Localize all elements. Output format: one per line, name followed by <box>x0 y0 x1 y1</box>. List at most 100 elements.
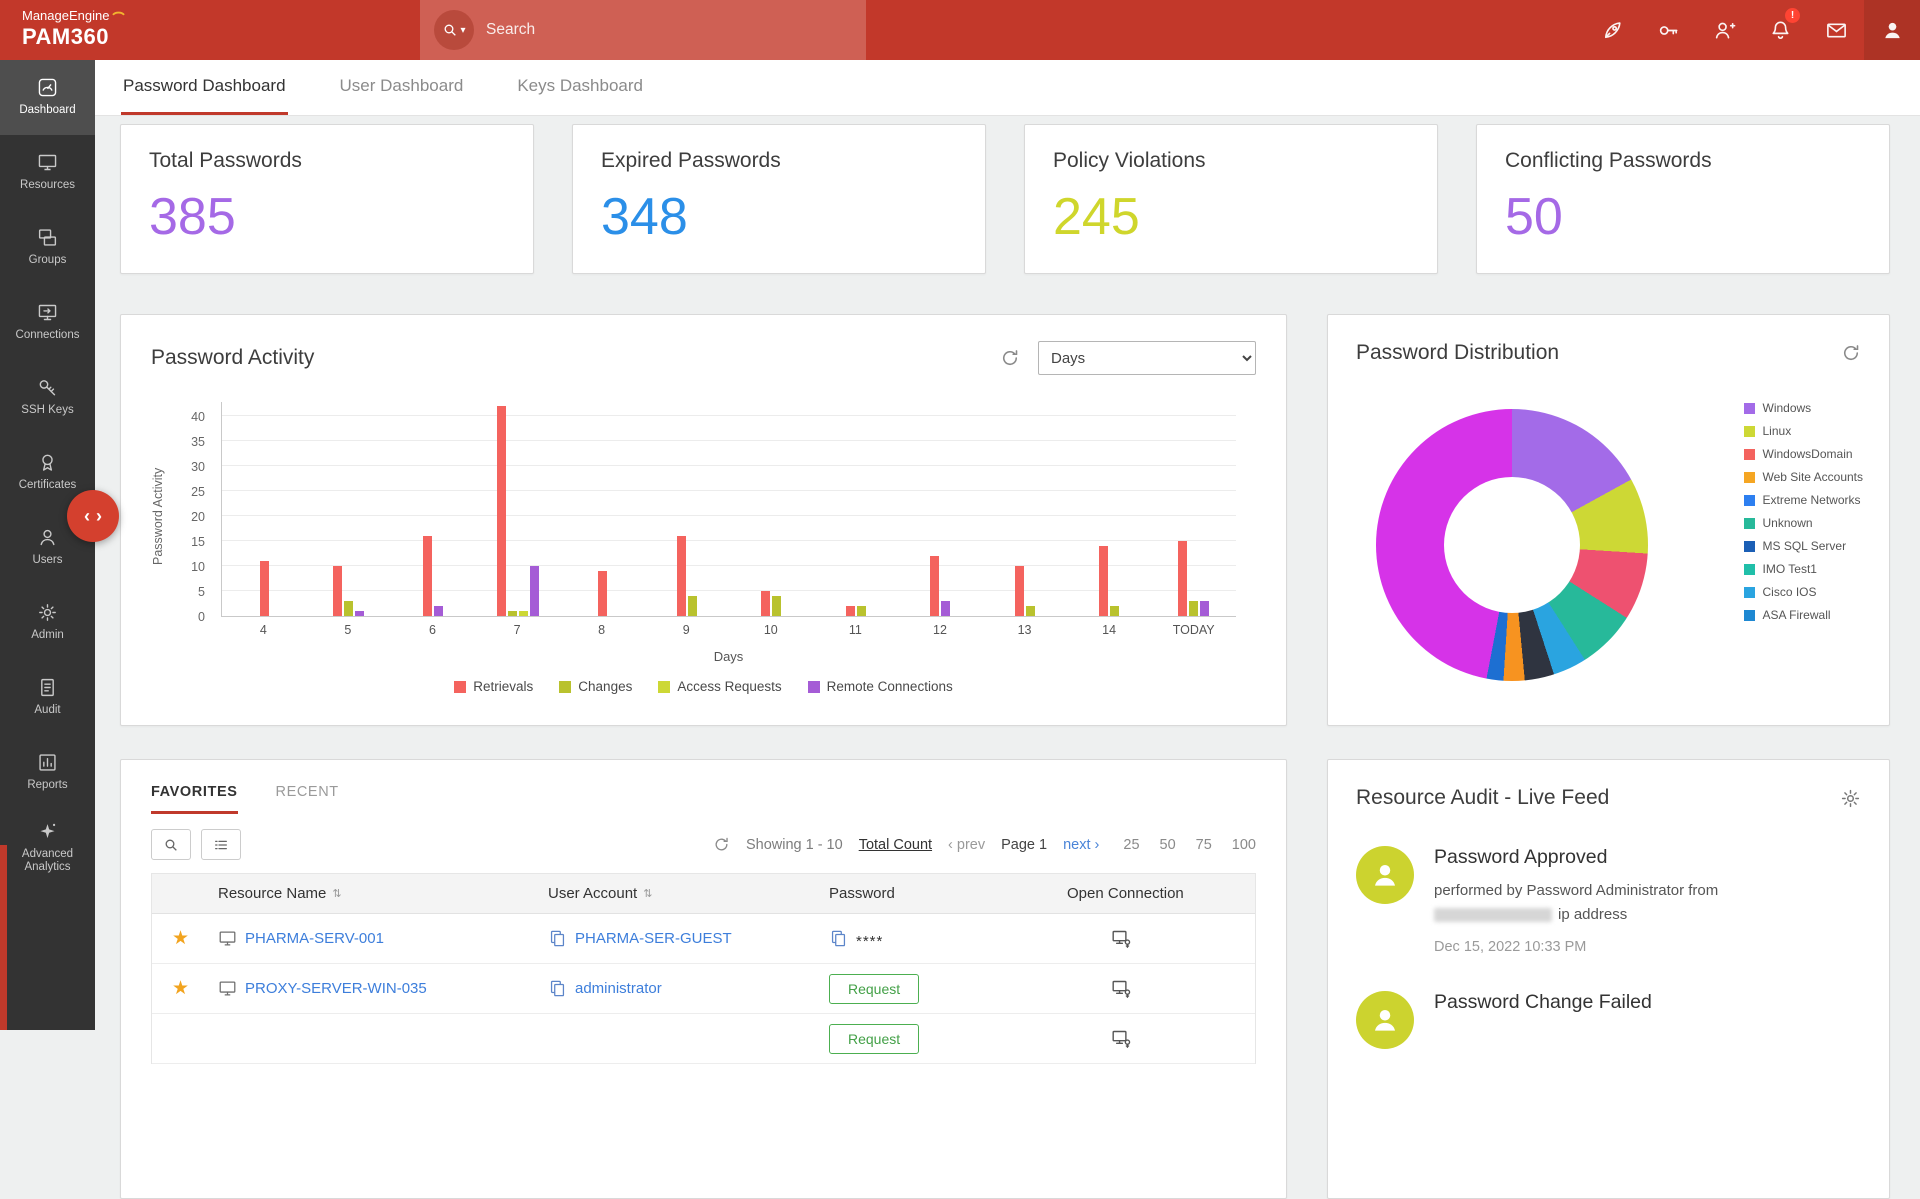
page-size-100[interactable]: 100 <box>1232 837 1256 853</box>
interval-select[interactable]: Days <box>1038 341 1256 375</box>
account-link[interactable]: PHARMA-SER-GUEST <box>575 930 732 947</box>
sidebar-item-dashboard[interactable]: Dashboard <box>0 60 95 135</box>
stat-value: 348 <box>601 187 957 247</box>
bar-group <box>560 571 645 616</box>
request-password-button[interactable]: Request <box>829 974 919 1004</box>
sidebar-item-groups[interactable]: Groups <box>0 210 95 285</box>
bar-group <box>1067 546 1152 616</box>
favorite-star-icon[interactable]: ★ <box>172 927 189 950</box>
resource-link[interactable]: PROXY-SERVER-WIN-035 <box>245 980 427 997</box>
stat-card-policy-violations[interactable]: Policy Violations 245 <box>1024 124 1438 274</box>
bar-group <box>645 536 730 616</box>
sidebar-item-admin[interactable]: Admin <box>0 585 95 660</box>
bar-group <box>476 406 561 616</box>
next-page-button[interactable]: next › <box>1063 837 1099 853</box>
page-size-25[interactable]: 25 <box>1123 837 1139 853</box>
refresh-icon[interactable] <box>1000 348 1020 368</box>
users-icon <box>37 527 58 548</box>
sort-icon[interactable]: ⇅ <box>643 887 652 900</box>
stat-card-conflicting-passwords[interactable]: Conflicting Passwords 50 <box>1476 124 1890 274</box>
tab-user-dashboard[interactable]: User Dashboard <box>338 60 466 115</box>
tab-recent[interactable]: RECENT <box>276 784 339 814</box>
stat-card-total-passwords[interactable]: Total Passwords 385 <box>120 124 534 274</box>
bar-retrievals <box>598 571 607 616</box>
legend-label: Remote Connections <box>827 679 953 694</box>
tab-keys-dashboard[interactable]: Keys Dashboard <box>515 60 645 115</box>
star-cell: ★ <box>152 977 208 1000</box>
bar-retrievals <box>677 536 686 616</box>
total-count-link[interactable]: Total Count <box>859 837 932 853</box>
open-connection-icon[interactable] <box>1111 928 1132 949</box>
column-header-resource-name[interactable]: Resource Name⇅ <box>208 885 538 902</box>
sidebar-item-resources[interactable]: Resources <box>0 135 95 210</box>
password-access-button[interactable] <box>1640 0 1696 60</box>
y-axis-tick: 40 <box>191 410 205 424</box>
request-password-button[interactable]: Request <box>829 1024 919 1054</box>
tab-favorites[interactable]: FAVORITES <box>151 784 238 814</box>
open-connection-icon[interactable] <box>1111 1028 1132 1049</box>
favorite-star-icon[interactable]: ★ <box>172 977 189 1000</box>
column-header-user-account[interactable]: User Account⇅ <box>538 885 819 902</box>
account-menu-button[interactable] <box>1864 0 1920 60</box>
prev-page-button[interactable]: ‹ prev <box>948 837 985 853</box>
bar-groups <box>222 402 1236 616</box>
legend-item: Changes <box>559 679 632 694</box>
showing-text: Showing 1 - 10 <box>746 837 843 853</box>
search-icon <box>442 22 458 38</box>
notifications-button[interactable]: ! <box>1752 0 1808 60</box>
copy-account-icon[interactable] <box>548 979 567 998</box>
bar-retrievals <box>1178 541 1187 616</box>
sidebar-item-audit[interactable]: Audit <box>0 660 95 735</box>
open-connection-icon[interactable] <box>1111 978 1132 999</box>
gear-icon[interactable] <box>1840 788 1861 809</box>
feed-item-title: Password Change Failed <box>1434 991 1652 1014</box>
resources-icon <box>37 152 58 173</box>
y-axis-tick: 35 <box>191 435 205 449</box>
stat-card-expired-passwords[interactable]: Expired Passwords 348 <box>572 124 986 274</box>
page-size-75[interactable]: 75 <box>1196 837 1212 853</box>
account-link[interactable]: administrator <box>575 980 662 997</box>
y-axis-tick: 15 <box>191 535 205 549</box>
sidebar-collapse-toggle[interactable]: ‹› <box>67 490 119 542</box>
charts-row: Password Activity Days Password Activity… <box>120 314 1890 726</box>
column-chooser-button[interactable] <box>201 829 241 860</box>
page-size-50[interactable]: 50 <box>1160 837 1176 853</box>
bar-group <box>222 561 307 616</box>
legend-item: IMO Test1 <box>1744 562 1864 576</box>
tab-password-dashboard[interactable]: Password Dashboard <box>121 60 288 115</box>
bar-retrievals <box>423 536 432 616</box>
connection-cell <box>1057 928 1255 949</box>
copy-password-icon[interactable] <box>829 929 848 948</box>
bar-remote-connections <box>1200 601 1209 616</box>
sidebar-item-connections[interactable]: Connections <box>0 285 95 360</box>
sidebar-item-ssh-keys[interactable]: SSH Keys <box>0 360 95 435</box>
refresh-icon[interactable] <box>1841 343 1861 363</box>
sidebar-item-reports[interactable]: Reports <box>0 735 95 810</box>
bar-remote-connections <box>530 566 539 616</box>
legend-swatch <box>1744 403 1755 414</box>
table-search-button[interactable] <box>151 829 191 860</box>
legend-item: MS SQL Server <box>1744 539 1864 553</box>
quick-launch-button[interactable] <box>1584 0 1640 60</box>
resource-link[interactable]: PHARMA-SERV-001 <box>245 930 384 947</box>
legend-swatch <box>559 681 571 693</box>
search-input[interactable] <box>486 21 852 39</box>
bar-changes <box>772 596 781 616</box>
refresh-icon[interactable] <box>713 836 730 853</box>
bar-changes <box>1026 606 1035 616</box>
resource-cell: PROXY-SERVER-WIN-035 <box>208 979 538 998</box>
messages-button[interactable] <box>1808 0 1864 60</box>
user-requests-button[interactable] <box>1696 0 1752 60</box>
sidebar: Dashboard Resources Groups Connections S… <box>0 60 95 1030</box>
bar-changes <box>508 611 517 616</box>
list-icon <box>213 837 229 853</box>
brand-logo[interactable]: ManageEngine PAM360 <box>22 8 125 50</box>
sort-icon[interactable]: ⇅ <box>332 887 341 900</box>
legend-label: Windows <box>1763 401 1812 415</box>
sidebar-item-advanced-analytics[interactable]: Advanced Analytics <box>0 810 95 885</box>
search-scope-button[interactable]: ▾ <box>434 10 474 50</box>
copy-account-icon[interactable] <box>548 929 567 948</box>
